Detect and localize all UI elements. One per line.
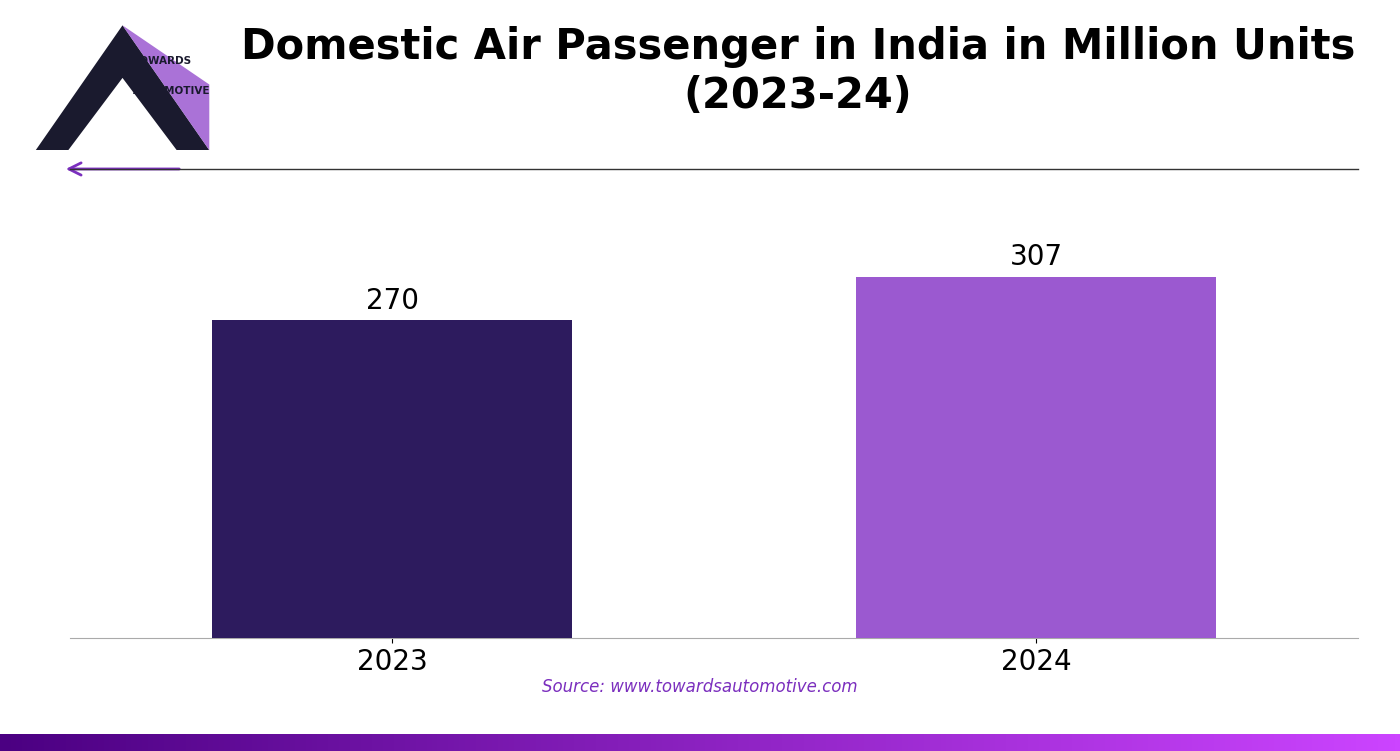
Polygon shape bbox=[69, 78, 176, 150]
Text: 270: 270 bbox=[365, 287, 419, 315]
Bar bbox=[855, 277, 1217, 638]
Text: Source: www.towardsautomotive.com: Source: www.towardsautomotive.com bbox=[542, 678, 858, 696]
Text: AUTOMOTIVE: AUTOMOTIVE bbox=[133, 86, 211, 96]
Polygon shape bbox=[123, 26, 210, 150]
Text: 307: 307 bbox=[1009, 243, 1063, 271]
Text: Domestic Air Passenger in India in Million Units
(2023-24): Domestic Air Passenger in India in Milli… bbox=[241, 26, 1355, 117]
Text: TOWARDS: TOWARDS bbox=[133, 56, 192, 66]
Polygon shape bbox=[36, 26, 210, 150]
Bar bbox=[211, 321, 573, 638]
